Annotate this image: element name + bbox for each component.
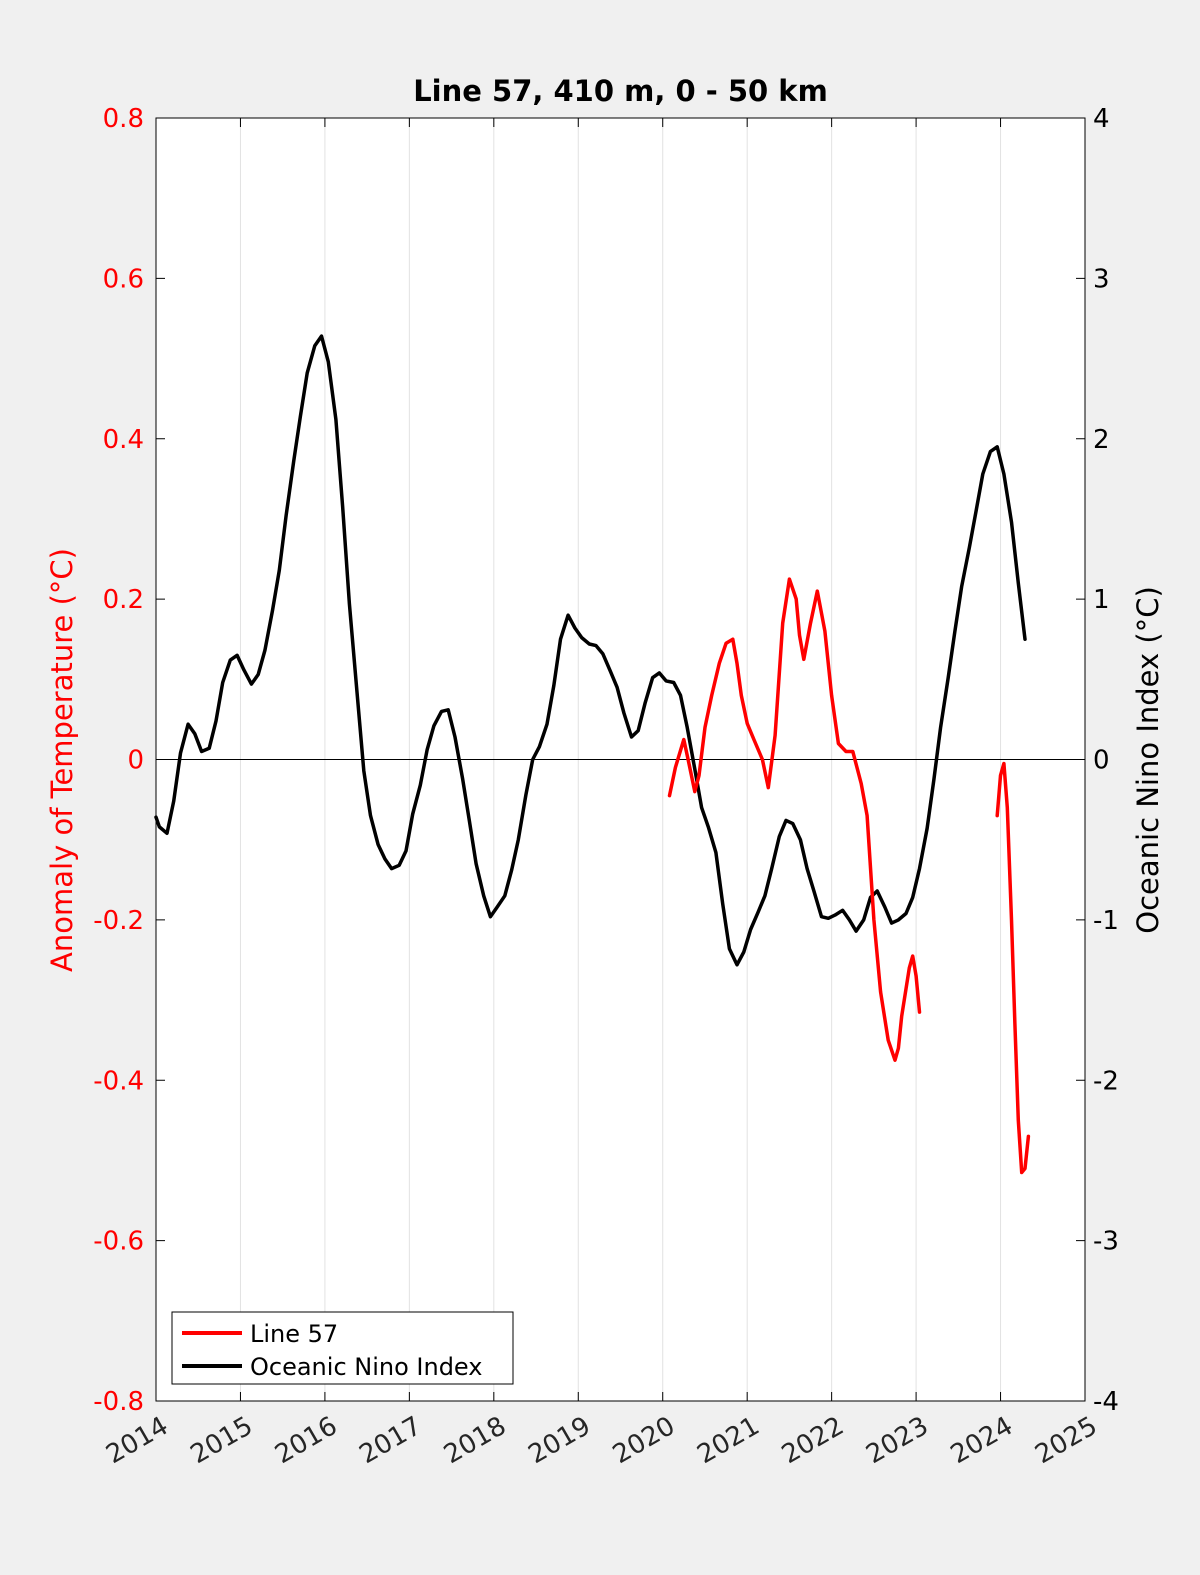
x-tick-label-2022: 2022 [777, 1411, 849, 1470]
legend: Line 57 Oceanic Nino Index [171, 1311, 514, 1385]
x-tick-label-2019: 2019 [523, 1411, 595, 1470]
chart-title: Line 57, 410 m, 0 - 50 km [413, 74, 828, 108]
right-tick-label--4: -4 [1093, 1387, 1119, 1417]
left-tick-label-0.8: 0.8 [103, 104, 144, 134]
left-axis-label: Anomaly of Temperature (°C) [45, 548, 79, 972]
left-tick-label-0: 0 [127, 746, 144, 776]
x-tick-label-2021: 2021 [692, 1411, 764, 1470]
x-tick-label-2025: 2025 [1030, 1411, 1102, 1470]
x-tick-label-2024: 2024 [946, 1411, 1018, 1470]
right-tick-label--3: -3 [1093, 1227, 1119, 1257]
left-tick-label-0.2: 0.2 [103, 585, 144, 615]
legend-label-line57: Line 57 [250, 1320, 338, 1348]
right-axis-label: Oceanic Nino Index (°C) [1131, 586, 1165, 934]
legend-box [171, 1311, 514, 1385]
left-tick-label-0.6: 0.6 [103, 264, 144, 294]
series-lines [154, 334, 1031, 1175]
x-tick-label-2020: 2020 [608, 1411, 680, 1470]
left-tick-label--0.4: -0.4 [93, 1066, 144, 1096]
x-tick-label-2014: 2014 [101, 1411, 173, 1470]
series-line57-segment-0 [667, 577, 922, 1062]
left-tick-label-0.4: 0.4 [103, 425, 144, 455]
x-tick-label-2018: 2018 [439, 1411, 511, 1470]
series-oni-segment-0 [154, 334, 1027, 967]
right-tick-label-0: 0 [1093, 746, 1110, 776]
right-tick-label-4: 4 [1093, 104, 1110, 134]
left-tick-label--0.6: -0.6 [93, 1227, 144, 1257]
right-tick-label-2: 2 [1093, 425, 1110, 455]
right-y-axis: -4 -3 -2 -1 0 1 2 3 4 [1076, 104, 1119, 1417]
right-tick-label-1: 1 [1093, 585, 1110, 615]
right-tick-label--2: -2 [1093, 1066, 1119, 1096]
x-tick-label-2023: 2023 [861, 1411, 933, 1470]
x-tick-label-2015: 2015 [186, 1411, 258, 1470]
legend-label-oni: Oceanic Nino Index [250, 1353, 482, 1381]
right-tick-label-3: 3 [1093, 264, 1110, 294]
x-tick-label-2017: 2017 [355, 1411, 427, 1470]
left-tick-label--0.2: -0.2 [93, 906, 144, 936]
x-tick-label-2016: 2016 [270, 1411, 342, 1470]
left-tick-label--0.8: -0.8 [93, 1387, 144, 1417]
series-line57-segment-1 [995, 761, 1031, 1175]
left-y-axis: -0.8 -0.6 -0.4 -0.2 0 0.2 0.4 0.6 0.8 [93, 104, 165, 1417]
right-tick-label--1: -1 [1093, 906, 1119, 936]
